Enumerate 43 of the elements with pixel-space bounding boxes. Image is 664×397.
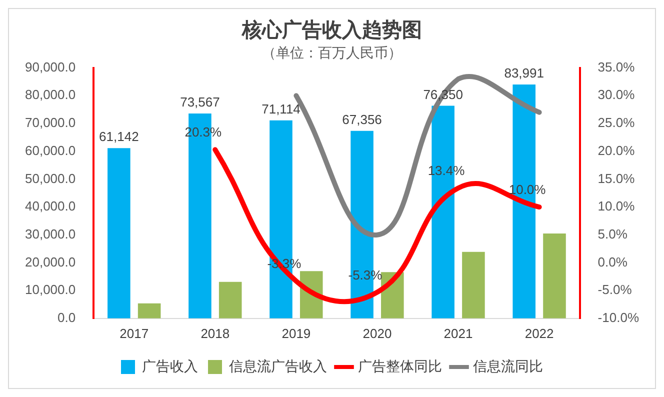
legend-label: 广告收入	[142, 358, 198, 374]
data-label: 61,142	[99, 129, 139, 144]
y-tick-label: 40,000.0	[24, 198, 76, 214]
x-tick-label: 2017	[120, 326, 149, 341]
bar	[218, 282, 242, 318]
y-tick-label: 60,000.0	[24, 142, 76, 158]
y2-tick-label: 30.0%	[598, 87, 636, 102]
x-tick-label: 2022	[524, 326, 554, 341]
legend-label: 信息流同比	[473, 358, 543, 374]
y2-tick-label: 20.0%	[598, 142, 636, 158]
y-tick-label: 0.0	[58, 310, 76, 325]
data-label: 83,991	[504, 66, 544, 81]
data-label: 71,114	[262, 101, 300, 116]
legend-label: 广告整体同比	[358, 358, 442, 374]
y2-tick-label: -10.0%	[598, 310, 640, 325]
y2-tick-label: 0.0%	[598, 254, 628, 270]
data-label: 67,356	[342, 112, 382, 127]
y-tick-label: 90,000.0	[24, 59, 76, 74]
y-tick-label: 30,000.0	[24, 226, 76, 242]
x-tick-label: 2019	[282, 326, 311, 341]
x-tick-label: 2020	[362, 326, 392, 341]
y2-tick-label: 15.0%	[598, 170, 636, 186]
y-tick-label: 20,000.0	[24, 254, 76, 270]
bar	[138, 303, 161, 318]
chart-subtitle: （单位：百万人民币）	[262, 44, 402, 60]
data-label: 73,567	[180, 94, 220, 110]
chart-title: 核心广告收入趋势图	[241, 18, 422, 42]
y-tick-label: 50,000.0	[24, 170, 76, 186]
y-tick-label: 80,000.0	[24, 87, 76, 102]
y2-tick-label: 5.0%	[598, 226, 628, 242]
data-label: -3.3%	[267, 256, 302, 272]
x-tick-label: 2018	[200, 326, 230, 341]
y2-tick-label: 10.0%	[598, 198, 636, 214]
bar	[543, 233, 566, 318]
y2-tick-label: -5.0%	[598, 282, 632, 298]
x-tick-label: 2021	[444, 326, 473, 341]
bar	[108, 148, 130, 318]
y2-tick-label: 35.0%	[598, 59, 636, 74]
y2-tick-label: 25.0%	[598, 115, 636, 130]
y-tick-label: 70,000.0	[24, 115, 76, 130]
legend-label: 信息流广告收入	[229, 358, 327, 374]
bar	[462, 252, 485, 318]
y-tick-label: 10,000.0	[24, 282, 76, 298]
